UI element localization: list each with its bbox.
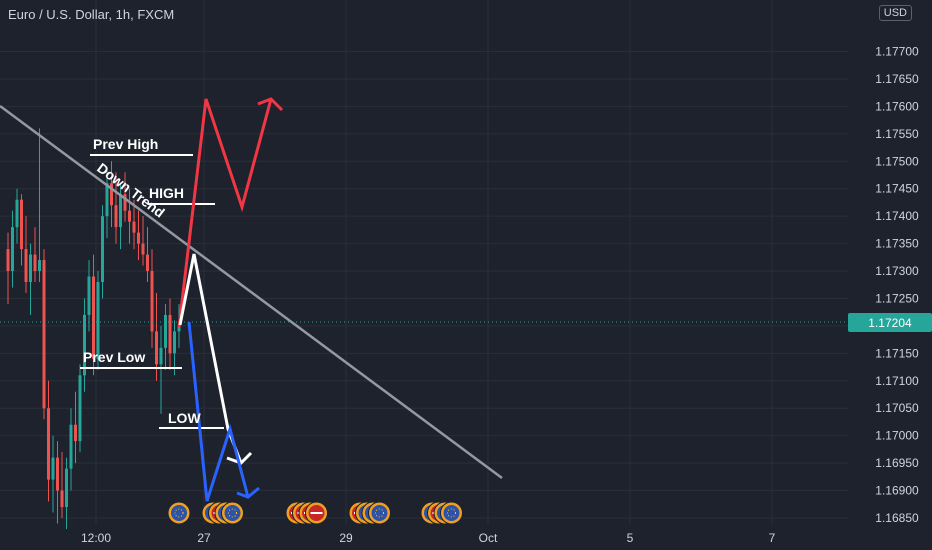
bearish-arrow-head bbox=[236, 486, 260, 499]
candle-body bbox=[96, 282, 100, 359]
event-flag-eu-icon bbox=[167, 501, 191, 525]
price-tick-label: 1.17550 bbox=[875, 127, 919, 141]
candle-body bbox=[6, 249, 10, 272]
price-tick-label: 1.17350 bbox=[875, 237, 919, 251]
candle-body bbox=[60, 490, 64, 508]
candle-body bbox=[29, 254, 32, 283]
event-flag-stripe bbox=[310, 512, 323, 514]
neutral-arrow-head bbox=[226, 451, 253, 465]
event-flag-eu-icon bbox=[221, 501, 244, 525]
candle-body bbox=[132, 221, 136, 233]
chart-title: Euro / U.S. Dollar, 1h, FXCM bbox=[8, 7, 175, 22]
event-flag-eu-icon bbox=[368, 501, 391, 525]
time-axis[interactable]: 12:00 27 29 Oct 5 7 bbox=[81, 531, 776, 545]
bullish-projection-path[interactable] bbox=[177, 98, 273, 328]
high-label: HIGH bbox=[149, 185, 184, 201]
candle-body bbox=[33, 254, 37, 272]
candle-body bbox=[69, 424, 73, 469]
price-tick-label: 1.17000 bbox=[875, 429, 919, 443]
candle-body bbox=[24, 249, 28, 283]
candle-body bbox=[177, 325, 181, 332]
candle-body bbox=[38, 260, 41, 272]
candle-body bbox=[101, 216, 104, 283]
price-tick-label: 1.17600 bbox=[875, 99, 919, 113]
time-tick-label: 7 bbox=[769, 531, 776, 545]
candle-body bbox=[159, 347, 163, 365]
candle-body bbox=[119, 194, 122, 228]
currency-selector[interactable]: USD bbox=[878, 5, 912, 21]
event-flag-face bbox=[371, 505, 388, 521]
candle-body bbox=[110, 183, 113, 206]
price-tick-label: 1.17150 bbox=[875, 346, 919, 360]
candle-body bbox=[74, 424, 77, 442]
event-flag-stars bbox=[174, 508, 184, 518]
last-price-value: 1.17204 bbox=[868, 316, 912, 330]
price-tick-label: 1.16950 bbox=[875, 456, 919, 470]
candle-body bbox=[168, 314, 172, 354]
time-tick-label: 27 bbox=[197, 531, 211, 545]
candle-body bbox=[47, 408, 50, 480]
price-tick-label: 1.17400 bbox=[875, 209, 919, 223]
price-tick-label: 1.17650 bbox=[875, 72, 919, 86]
price-tick-label: 1.17050 bbox=[875, 401, 919, 415]
candle-body bbox=[114, 205, 118, 228]
price-tick-label: 1.16900 bbox=[875, 484, 919, 498]
prev-low-label: Prev Low bbox=[83, 349, 145, 365]
candle-body bbox=[78, 375, 82, 442]
candle-body bbox=[155, 331, 158, 365]
event-flag-stars bbox=[375, 508, 384, 518]
candle-body bbox=[141, 243, 145, 255]
price-tick-label: 1.17450 bbox=[875, 182, 919, 196]
event-flag-stars bbox=[228, 508, 237, 518]
event-flag-us-icon bbox=[305, 501, 328, 525]
price-tick-label: 1.17500 bbox=[875, 154, 919, 168]
event-flag-eu-icon bbox=[440, 501, 463, 525]
candle-body bbox=[65, 468, 68, 508]
candle-body bbox=[105, 183, 109, 217]
candle-body bbox=[164, 314, 167, 348]
price-tick-label: 1.17300 bbox=[875, 264, 919, 278]
event-flag-face bbox=[224, 505, 241, 521]
candle-body bbox=[42, 260, 46, 409]
time-tick-label: 12:00 bbox=[81, 531, 111, 545]
candle-body bbox=[15, 199, 19, 228]
time-tick-label: 29 bbox=[339, 531, 353, 545]
time-tick-label: 5 bbox=[627, 531, 634, 545]
candle-body bbox=[56, 457, 59, 491]
last-price-badge bbox=[848, 313, 932, 332]
downtrend-line[interactable] bbox=[0, 104, 503, 480]
price-tick-label: 1.17250 bbox=[875, 291, 919, 305]
candle-body bbox=[83, 314, 86, 376]
candle-body bbox=[173, 331, 176, 354]
prev-high-label: Prev High bbox=[93, 136, 158, 152]
low-label: LOW bbox=[168, 410, 201, 426]
event-flag-face bbox=[443, 505, 460, 521]
candles bbox=[6, 128, 181, 529]
bullish-arrow-head bbox=[257, 97, 284, 112]
economic-events bbox=[167, 501, 463, 525]
event-flag-stars bbox=[447, 508, 456, 518]
candle-body bbox=[20, 199, 23, 250]
event-flag-face bbox=[171, 505, 187, 521]
candle-body bbox=[92, 276, 95, 359]
candle-body bbox=[123, 194, 127, 211]
bearish-projection-path[interactable] bbox=[187, 321, 250, 502]
price-tick-label: 1.17700 bbox=[875, 45, 919, 59]
candle-body bbox=[150, 271, 154, 332]
price-tick-label: 1.16850 bbox=[875, 511, 919, 525]
candle-body bbox=[137, 232, 140, 244]
candle-body bbox=[146, 254, 149, 272]
time-tick-label: Oct bbox=[479, 531, 498, 545]
candle-body bbox=[128, 210, 131, 222]
candle-body bbox=[87, 276, 91, 315]
candle-body bbox=[51, 457, 55, 480]
candle-body bbox=[11, 227, 14, 272]
price-tick-label: 1.17100 bbox=[875, 374, 919, 388]
